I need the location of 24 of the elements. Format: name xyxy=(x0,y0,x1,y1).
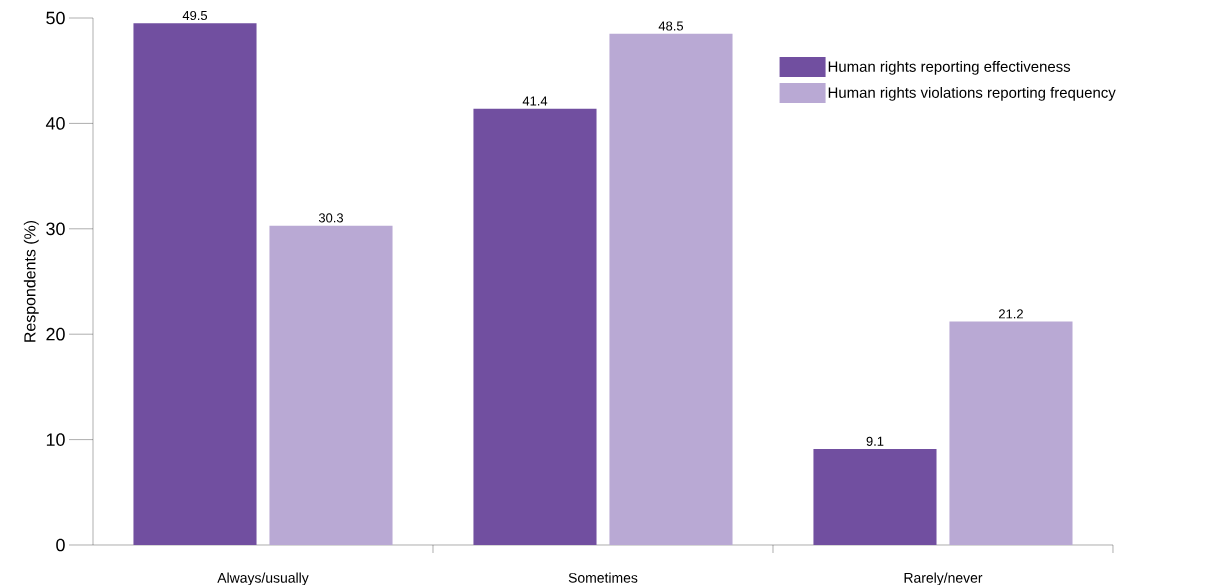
data-label: 41.4 xyxy=(522,96,548,106)
legend-label: Human rights reporting effectiveness xyxy=(828,60,1071,75)
bar xyxy=(473,108,597,545)
bar xyxy=(609,33,733,545)
legend-label: Human rights violations reporting frequency xyxy=(828,86,1116,101)
y-tick-label: 50 xyxy=(46,11,65,25)
bar xyxy=(269,225,393,545)
data-label: 21.2 xyxy=(999,309,1023,319)
x-tick-label: Always/usually xyxy=(217,572,309,585)
y-axis-title: Respondents (%) xyxy=(23,220,39,342)
data-label: 48.5 xyxy=(658,21,684,31)
bar xyxy=(133,23,257,545)
x-tick-label: Rarely/never xyxy=(904,572,983,585)
data-label: 30.3 xyxy=(318,213,344,223)
bar xyxy=(949,321,1073,545)
bar xyxy=(813,449,937,545)
x-tick-label: Sometimes xyxy=(568,572,638,583)
y-tick-label: 40 xyxy=(45,117,65,130)
y-tick-label: 30 xyxy=(46,222,65,236)
y-tick-label: 0 xyxy=(56,538,65,552)
y-tick-label: 10 xyxy=(46,433,65,446)
data-label: 9.1 xyxy=(866,436,884,446)
data-label: 49.5 xyxy=(182,10,208,21)
y-tick-label: 20 xyxy=(46,327,65,341)
